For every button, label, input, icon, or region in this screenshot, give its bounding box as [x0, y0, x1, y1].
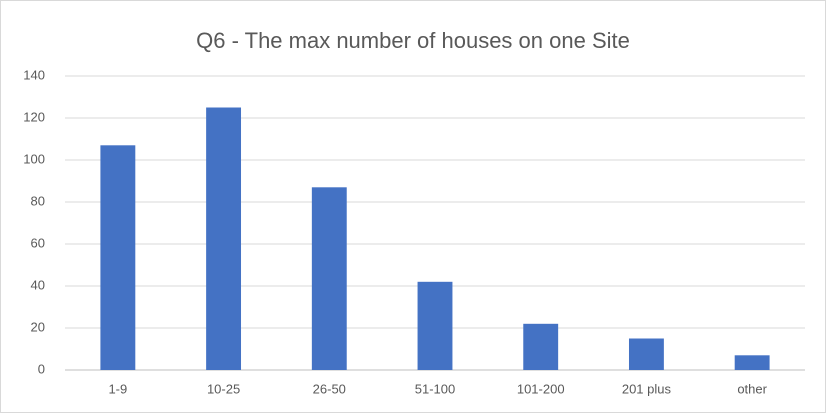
bar	[206, 107, 242, 370]
x-tick-label: 1-9	[108, 381, 127, 396]
x-tick-label: 10-25	[207, 381, 240, 396]
bar	[734, 355, 770, 370]
x-tick-label: 26-50	[313, 381, 346, 396]
y-tick-label: 20	[31, 319, 45, 334]
bar	[628, 338, 664, 370]
x-tick-label: other	[737, 381, 767, 396]
bar	[100, 145, 136, 370]
x-tick-label: 201 plus	[622, 381, 672, 396]
y-tick-label: 40	[31, 277, 45, 292]
bar	[523, 323, 559, 370]
y-tick-label: 60	[31, 235, 45, 250]
bar	[311, 187, 347, 370]
y-tick-label: 120	[23, 109, 45, 124]
x-tick-label: 101-200	[517, 381, 565, 396]
y-tick-label: 140	[23, 67, 45, 82]
chart-title: Q6 - The max number of houses on one Sit…	[196, 28, 630, 53]
bar	[417, 281, 453, 370]
x-tick-label: 51-100	[415, 381, 455, 396]
y-tick-label: 80	[31, 193, 45, 208]
y-tick-label: 100	[23, 151, 45, 166]
y-tick-label: 0	[38, 361, 45, 376]
